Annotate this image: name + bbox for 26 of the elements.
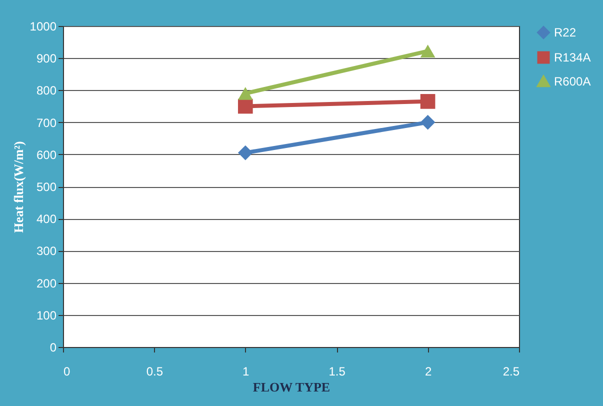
y-tick-label: 600	[36, 148, 57, 162]
point	[420, 94, 436, 109]
y-tick-label: 200	[36, 276, 57, 290]
x-axis-title: FLOW TYPE	[252, 380, 330, 394]
x-tick-label: 2	[424, 364, 432, 378]
point	[420, 114, 436, 130]
y-axis-title: Heat flux(W/m²)	[10, 141, 26, 233]
y-tick-label: 0	[50, 340, 57, 354]
y-tick-label: 700	[36, 116, 57, 130]
y-tick-label: 100	[36, 308, 57, 322]
legend-label: R22	[554, 26, 576, 40]
x-tick-label: 2.5	[502, 364, 520, 378]
y-tick-label: 800	[36, 84, 57, 98]
point	[238, 98, 253, 114]
point	[238, 145, 253, 160]
x-tick-label: 0	[64, 364, 70, 378]
y-tick-label: 500	[36, 180, 57, 194]
y-tick-label: 300	[36, 244, 57, 258]
x-tick-label: 1	[242, 364, 250, 378]
x-tick-label: 0.5	[146, 364, 164, 378]
x-tick-label: 1.5	[328, 364, 346, 378]
y-tick-label: 400	[36, 212, 57, 226]
legend-label: R600A	[554, 74, 591, 88]
y-tick-label: 1000	[30, 20, 57, 34]
y-tick-label: 900	[36, 52, 57, 66]
legend-label: R134A	[554, 50, 591, 64]
